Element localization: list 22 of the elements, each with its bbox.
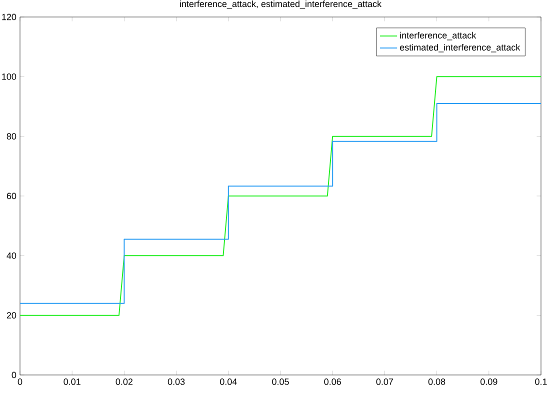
x-tick-label: 0.07 xyxy=(376,378,393,385)
y-tick-label: 20 xyxy=(6,312,16,319)
y-tick-label: 40 xyxy=(6,252,16,259)
x-tick-label: 0.09 xyxy=(480,378,498,385)
x-tick-label: 0 xyxy=(18,378,22,385)
y-tick-label: 0 xyxy=(12,372,16,378)
x-tick-label: 0.04 xyxy=(220,378,237,385)
y-tick-label: 60 xyxy=(6,192,16,200)
x-tick-label: 0.06 xyxy=(324,378,341,385)
x-tick-label: 0.01 xyxy=(64,378,80,385)
y-tick-label: 120 xyxy=(2,14,16,20)
x-tick-label: 0.03 xyxy=(168,378,185,385)
x-tick-label: 0.05 xyxy=(272,378,289,385)
chart-title: interference_attack, estimated_interference_attack xyxy=(180,0,382,9)
y-tick-label: 100 xyxy=(2,73,16,80)
legend-label: interference_attack xyxy=(400,32,476,40)
x-tick-label: 0.1 xyxy=(535,378,547,385)
legend-label: estimated_interference_attack xyxy=(400,44,520,52)
x-tick-label: 0.02 xyxy=(116,378,133,385)
y-tick-label: 80 xyxy=(6,133,16,140)
x-tick-label: 0.08 xyxy=(428,378,446,385)
line-series xyxy=(20,76,541,316)
